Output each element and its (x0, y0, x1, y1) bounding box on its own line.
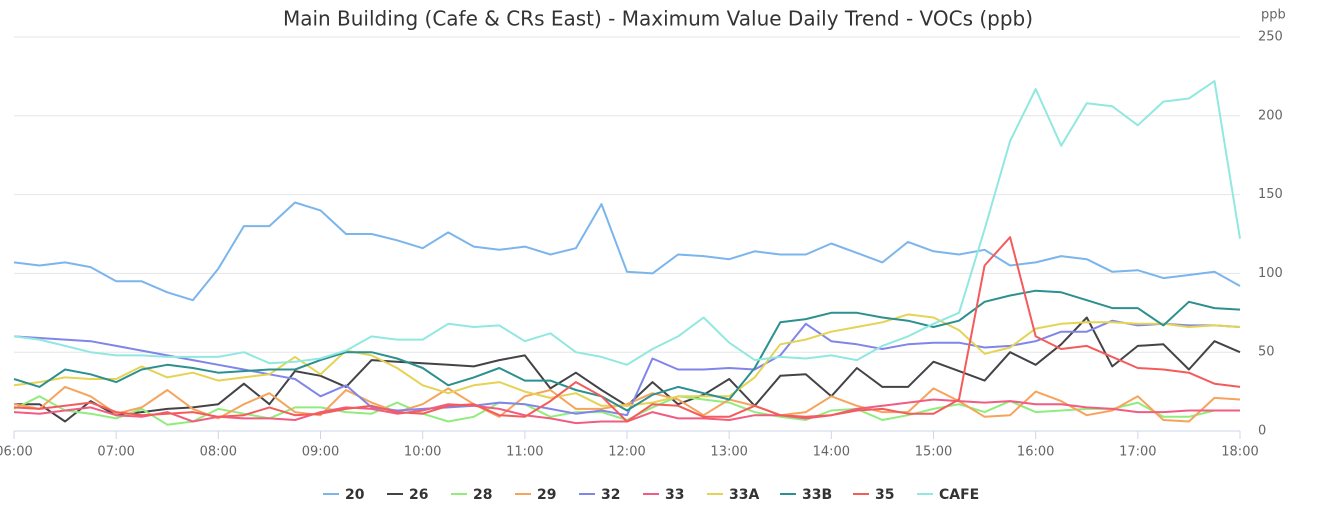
y-tick-label: 100 (1258, 266, 1283, 281)
chart-title: Main Building (Cafe & CRs East) - Maximu… (283, 7, 1033, 31)
series-line (13, 385, 1241, 423)
x-tick-label: 17:00 (1119, 445, 1156, 460)
series-line (13, 80, 1241, 366)
y-tick-label: 50 (1258, 345, 1275, 360)
series-line (13, 319, 1241, 417)
legend-label: 35 (875, 487, 894, 503)
legend-label: 20 (345, 487, 365, 503)
legend-label: 29 (537, 487, 556, 503)
x-tick-label: 08:00 (200, 445, 237, 460)
x-tick-label: 07:00 (97, 445, 134, 460)
x-tick-label: 06:00 (0, 445, 33, 460)
legend-label: 32 (601, 487, 620, 503)
y-tick-label: 250 (1258, 30, 1283, 45)
legend-label: 33 (665, 487, 684, 503)
legend-label: 33B (802, 487, 832, 503)
legend-label: CAFE (939, 487, 979, 503)
x-tick-label: 16:00 (1017, 445, 1054, 460)
y-tick-label: 200 (1258, 108, 1283, 123)
legend-label: 28 (473, 487, 492, 503)
series-line (13, 289, 1241, 412)
x-tick-label: 12:00 (608, 445, 645, 460)
x-tick-label: 15:00 (915, 445, 952, 460)
x-tick-label: 13:00 (710, 445, 747, 460)
x-tick-label: 18:00 (1221, 445, 1258, 460)
x-tick-label: 14:00 (813, 445, 850, 460)
legend-label: 26 (409, 487, 428, 503)
y-tick-label: 150 (1258, 187, 1283, 202)
series-line (13, 313, 1241, 407)
x-tick-label: 10:00 (404, 445, 441, 460)
x-tick-label: 11:00 (506, 445, 543, 460)
y-tick-label: 0 (1258, 424, 1266, 439)
x-tick-label: 09:00 (302, 445, 339, 460)
legend-label: 33A (729, 487, 759, 503)
series-line (13, 236, 1241, 423)
series-line (13, 395, 1240, 426)
y-unit: ppb (1261, 8, 1286, 23)
series-line (13, 201, 1241, 302)
